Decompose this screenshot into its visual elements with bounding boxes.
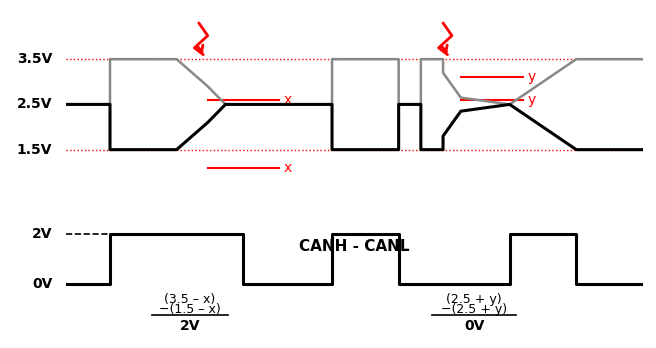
Text: 2V: 2V (180, 319, 200, 333)
Text: y: y (527, 70, 536, 84)
Text: 3.5V: 3.5V (17, 52, 52, 66)
Text: 0V: 0V (32, 277, 52, 291)
Text: −(2.5 + y): −(2.5 + y) (441, 303, 507, 316)
Text: x: x (283, 161, 291, 175)
Text: (2.5 + y): (2.5 + y) (446, 293, 502, 306)
Text: y: y (527, 93, 536, 107)
Text: x: x (283, 93, 291, 107)
Text: CANH - CANL: CANH - CANL (299, 239, 409, 254)
Text: (3.5 – x): (3.5 – x) (164, 293, 216, 306)
Text: 2.5V: 2.5V (17, 97, 52, 111)
Text: 0V: 0V (464, 319, 484, 333)
Text: −(1.5 – x): −(1.5 – x) (159, 303, 221, 316)
Text: 2V: 2V (31, 227, 52, 241)
Text: 1.5V: 1.5V (17, 143, 52, 157)
